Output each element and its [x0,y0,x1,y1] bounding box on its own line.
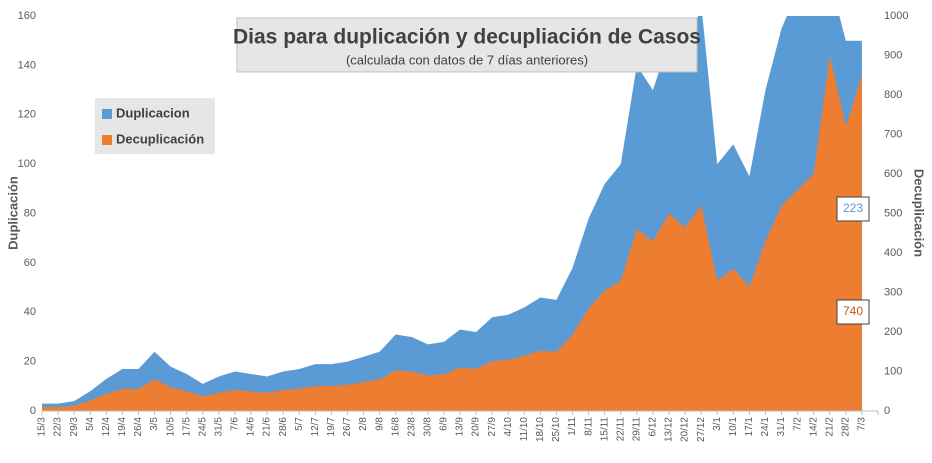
y-tick-label: 0 [30,405,36,417]
annotation: 740 [843,304,863,318]
x-tick-label: 26/7 [342,417,353,437]
x-tick-label: 19/4 [117,417,128,437]
annotation-box [836,196,870,222]
x-tick-label: 28/2 [840,417,851,437]
x-tick-label: 27/12 [696,417,707,442]
x-tick-label: 15/3 [37,417,48,437]
y-tick-label: 100 [18,158,36,170]
x-tick-label: 17/5 [181,417,192,437]
x-tick-label: 7/2 [792,417,803,431]
x-tick-label: 27/9 [487,417,498,437]
y2-tick-label: 300 [884,286,902,298]
x-tick-label: 15/11 [599,417,610,442]
y-tick-label: 20 [24,356,36,368]
x-tick-label: 5/4 [85,417,96,431]
legend-swatch [102,109,112,119]
x-tick-label: 28/6 [278,417,289,437]
x-tick-label: 21/6 [262,417,273,437]
x-tick-label: 11/10 [519,417,530,442]
x-tick-label: 9/8 [374,417,385,431]
x-tick-label: 7/3 [857,417,868,431]
x-tick-label: 24/1 [760,417,771,437]
x-tick-label: 3/5 [149,417,160,431]
y2-tick-label: 400 [884,247,902,259]
x-tick-label: 21/2 [824,417,835,437]
legend-label: Duplicacion [116,105,190,120]
x-tick-label: 1/11 [567,417,578,436]
x-tick-label: 10/1 [728,417,739,437]
y2-tick-label: 0 [884,405,890,417]
y2-tick-label: 600 [884,168,902,180]
y-tick-label: 140 [18,59,36,71]
x-tick-label: 13/12 [664,417,675,442]
x-tick-label: 23/8 [406,417,417,437]
x-tick-label: 29/3 [69,417,80,437]
legend [95,98,215,154]
x-tick-label: 10/5 [165,417,176,437]
x-tick-label: 5/7 [294,417,305,431]
x-tick-label: 8/11 [583,417,594,436]
y-tick-label: 80 [24,207,36,219]
x-tick-label: 6/12 [648,417,659,437]
x-tick-label: 13/9 [455,417,466,437]
x-tick-label: 22/11 [615,417,626,442]
x-tick-label: 7/6 [230,417,241,431]
y2-tick-label: 700 [884,128,902,140]
y-tick-label: 160 [18,10,36,22]
x-tick-label: 18/10 [535,417,546,442]
chart-subtitle: (calculada con datos de 7 días anteriore… [346,52,588,67]
x-tick-label: 31/1 [776,417,787,437]
x-tick-label: 19/7 [326,417,337,437]
x-tick-label: 2/8 [358,417,369,431]
x-tick-label: 14/6 [246,417,257,437]
y2-tick-label: 500 [884,207,902,219]
legend-swatch [102,135,112,145]
x-tick-label: 20/12 [680,417,691,442]
y-tick-label: 40 [24,306,36,318]
y2-axis-title: Decuplicación [912,169,927,257]
x-tick-label: 12/7 [310,417,321,437]
annotation-box [836,299,870,325]
y-axis-title: Duplicación [5,176,20,250]
area [42,55,862,411]
x-tick-label: 12/4 [101,417,112,437]
y-tick-label: 120 [18,109,36,121]
x-tick-label: 25/10 [551,417,562,442]
annotation: 223 [843,201,863,215]
title-box [236,17,698,73]
x-tick-label: 31/5 [213,417,224,437]
x-tick-label: 3/1 [712,417,723,431]
plot-area [42,16,862,411]
legend-label: Decuplicación [116,131,204,146]
x-tick-label: 26/4 [133,417,144,437]
y2-tick-label: 1000 [884,10,908,22]
x-tick-label: 6/9 [439,417,450,431]
y2-tick-label: 800 [884,89,902,101]
y2-tick-label: 100 [884,365,902,377]
x-tick-label: 24/5 [197,417,208,437]
chart-title: Dias para duplicación y decupliación de … [233,26,701,49]
x-tick-label: 30/8 [422,417,433,437]
x-tick-label: 20/9 [471,417,482,437]
x-tick-label: 4/10 [503,417,514,437]
y2-tick-label: 900 [884,49,902,61]
y2-tick-label: 200 [884,326,902,338]
x-tick-label: 16/8 [390,417,401,437]
x-tick-label: 29/11 [631,417,642,442]
x-tick-label: 14/2 [808,417,819,437]
x-tick-label: 22/3 [53,417,64,437]
y-tick-label: 60 [24,257,36,269]
x-tick-label: 17/1 [744,417,755,437]
